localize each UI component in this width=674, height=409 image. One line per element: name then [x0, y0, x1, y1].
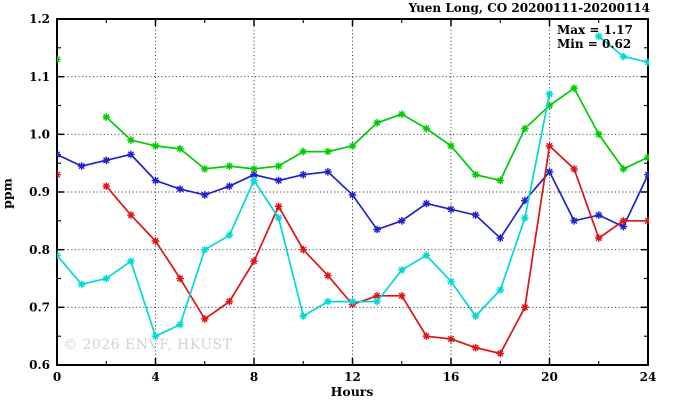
- svg-text:0.6: 0.6: [29, 358, 50, 372]
- svg-text:20: 20: [541, 370, 558, 384]
- svg-text:24: 24: [640, 370, 657, 384]
- chart-title: Yuen Long, CO 20200111-20200114: [408, 1, 650, 15]
- svg-text:0.9: 0.9: [29, 185, 50, 199]
- svg-text:1.2: 1.2: [29, 12, 50, 26]
- maxmin-annotation: Max = 1.17 Min = 0.62: [557, 23, 633, 51]
- svg-text:0.8: 0.8: [29, 243, 50, 257]
- svg-text:8: 8: [250, 370, 258, 384]
- watermark: © 2026 ENVF, HKUST: [63, 337, 233, 353]
- x-axis-label: Hours: [330, 384, 374, 399]
- svg-text:1.0: 1.0: [29, 128, 50, 142]
- svg-text:1.1: 1.1: [29, 70, 50, 84]
- svg-text:4: 4: [151, 370, 159, 384]
- max-annotation: Max = 1.17: [557, 23, 633, 37]
- y-axis-label: ppm: [0, 178, 15, 209]
- svg-text:0.7: 0.7: [29, 301, 50, 315]
- svg-text:12: 12: [344, 370, 361, 384]
- svg-text:0: 0: [53, 370, 61, 384]
- svg-text:16: 16: [443, 370, 460, 384]
- min-annotation: Min = 0.62: [557, 37, 632, 51]
